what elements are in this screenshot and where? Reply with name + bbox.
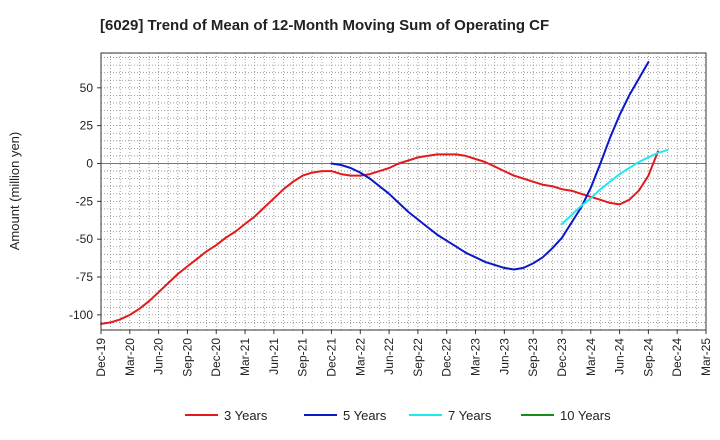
y-tick-label: 50 — [80, 81, 94, 95]
y-tick-label: 0 — [86, 156, 93, 170]
grid — [101, 53, 706, 330]
legend-label: 3 Years — [224, 408, 268, 423]
x-tick-label: Mar-23 — [469, 338, 483, 376]
x-tick-label: Dec-24 — [670, 338, 684, 377]
y-tick-label: -25 — [76, 194, 94, 208]
y-tick-label: 25 — [80, 119, 94, 133]
legend-label: 7 Years — [448, 408, 492, 423]
x-tick-label: Jun-24 — [613, 338, 627, 375]
x-tick-label: Jun-21 — [267, 338, 281, 375]
legend: 3 Years 5 Years 7 Years 10 Years — [185, 408, 611, 423]
x-tick-label: Sep-21 — [296, 338, 310, 377]
y-tick-label: -50 — [76, 232, 94, 246]
x-tick-label: Mar-25 — [699, 338, 713, 376]
x-tick-label: Dec-20 — [209, 338, 223, 377]
series-line-7-years — [561, 148, 669, 225]
x-tick-label: Mar-24 — [584, 338, 598, 376]
x-tick-label: Mar-21 — [238, 338, 252, 376]
x-tick-label: Dec-21 — [324, 338, 338, 377]
series-line-3-years — [100, 150, 659, 325]
legend-label: 5 Years — [343, 408, 387, 423]
series-line-5-years — [330, 61, 650, 271]
y-tick-label: -100 — [69, 308, 93, 322]
y-tick-label: -75 — [76, 270, 94, 284]
x-tick-label: Dec-23 — [555, 338, 569, 377]
x-tick-label: Jun-22 — [382, 338, 396, 375]
x-tick-label: Sep-24 — [641, 338, 655, 377]
plot-frame — [100, 52, 707, 331]
x-tick-label: Sep-20 — [180, 338, 194, 377]
y-axis-label: Amount (million yen) — [7, 132, 22, 251]
chart-title: [6029] Trend of Mean of 12-Month Moving … — [100, 17, 549, 34]
x-tick-label: Dec-22 — [440, 338, 454, 377]
x-tick-label: Mar-22 — [353, 338, 367, 376]
y-ticks: 50 25 0 -25 -50 -75 -100 — [69, 81, 101, 322]
x-tick-label: Jun-23 — [497, 338, 511, 375]
x-tick-label: Sep-23 — [526, 338, 540, 377]
x-tick-label: Sep-22 — [411, 338, 425, 377]
x-tick-label: Mar-20 — [123, 338, 137, 376]
legend-label: 10 Years — [560, 408, 611, 423]
x-tick-label: Dec-19 — [94, 338, 108, 377]
plot-lines — [100, 61, 669, 325]
x-tick-label: Jun-20 — [152, 338, 166, 375]
x-ticks: Dec-19 Mar-20 Jun-20 Sep-20 Dec-20 Mar-21 Jun-… — [94, 330, 713, 377]
